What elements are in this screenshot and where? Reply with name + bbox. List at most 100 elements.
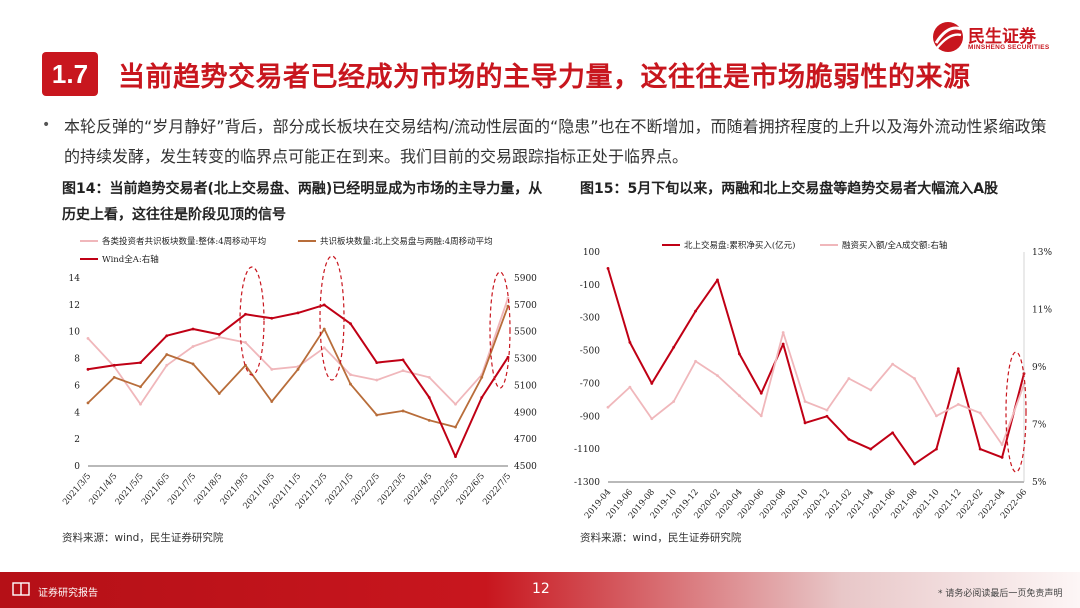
data-point <box>139 385 142 389</box>
data-point <box>349 322 352 326</box>
legend-label: Wind全A:右轴 <box>102 254 159 265</box>
y-tick-label-left: -300 <box>580 314 600 324</box>
data-point <box>650 417 654 421</box>
data-point <box>869 388 873 392</box>
y-tick-label-left: 12 <box>69 301 80 311</box>
data-point <box>694 309 697 313</box>
data-point <box>165 363 169 367</box>
series-line <box>87 303 509 458</box>
data-point <box>427 396 431 399</box>
footer-label: 证券研究报告 <box>38 588 98 599</box>
data-point <box>650 382 654 385</box>
y-tick-label-left: -1300 <box>574 478 600 488</box>
series-line <box>607 331 1025 446</box>
data-point <box>1000 443 1004 447</box>
data-point <box>978 447 982 451</box>
y-tick-label-left: -500 <box>580 347 600 357</box>
data-point <box>427 375 431 379</box>
legend-label: 北上交易盘:累积净买入(亿元) <box>684 240 796 251</box>
data-point <box>401 409 405 413</box>
y-tick-label-left: 100 <box>583 248 600 258</box>
data-point <box>401 369 405 373</box>
data-point <box>296 367 300 371</box>
data-point <box>270 400 274 403</box>
data-point <box>672 345 676 349</box>
data-point <box>825 414 829 418</box>
data-point <box>191 345 195 348</box>
section-number: 1.7 <box>51 58 89 89</box>
data-point <box>935 414 938 418</box>
data-point <box>606 267 610 270</box>
data-point <box>694 359 697 363</box>
figure-14-title: 图14：当前趋势交易者(北上交易盘、两融)已经明显成为市场的主导力量，从历史上看… <box>62 181 543 223</box>
data-point <box>737 352 741 356</box>
legend-label: 各类投资者共识板块数量:整体:4周移动平均 <box>102 236 266 247</box>
data-point <box>322 346 326 350</box>
data-point <box>480 396 484 399</box>
highlight-ellipse <box>489 271 511 389</box>
footer-bar <box>0 572 1080 608</box>
y-tick-label-right: 5300 <box>514 355 537 365</box>
data-point <box>737 394 741 398</box>
data-point <box>191 362 195 366</box>
data-point <box>427 418 431 422</box>
y-tick-label-left: -100 <box>580 281 600 291</box>
data-point <box>401 358 405 362</box>
highlight-ellipse <box>1005 351 1027 473</box>
data-point <box>628 340 632 344</box>
data-point <box>847 437 851 441</box>
data-point <box>454 455 457 458</box>
data-point <box>803 421 807 425</box>
y-tick-label-left: -1100 <box>574 445 600 455</box>
legend-label: 共识板块数量:北上交易盘与两融:4周移动平均 <box>320 236 493 247</box>
y-tick-label-right: 5700 <box>514 301 537 311</box>
data-point <box>165 334 169 338</box>
body-paragraph: 本轮反弹的“岁月静好”背后，部分成长板块在交易结构/流动性层面的“隐患”也在不断… <box>64 117 1047 166</box>
brand-logo-icon <box>933 22 963 52</box>
data-point <box>956 402 960 406</box>
data-point <box>869 447 873 451</box>
y-tick-label-left: 10 <box>69 328 81 338</box>
data-point <box>112 363 116 367</box>
data-point <box>956 367 960 371</box>
data-point <box>217 333 221 336</box>
data-point <box>217 392 221 395</box>
data-point <box>375 378 379 382</box>
data-point <box>139 402 142 406</box>
legend-label: 融资买入额/全A成交额:右轴 <box>842 240 947 251</box>
data-point <box>112 375 116 379</box>
brand-name-en: MINSHENG SECURITIES <box>968 44 1050 51</box>
data-point <box>322 327 326 331</box>
y-tick-label-right: 9% <box>1032 363 1047 373</box>
y-tick-label-left: -900 <box>580 412 600 422</box>
page-number: 12 <box>532 581 550 597</box>
y-tick-label-left: 0 <box>74 462 80 472</box>
data-point <box>716 374 719 378</box>
y-tick-label-left: 14 <box>69 274 81 284</box>
y-tick-label-left: 8 <box>74 355 80 365</box>
data-point <box>506 355 510 359</box>
data-point <box>935 447 938 451</box>
data-point <box>759 391 763 395</box>
series-line <box>607 268 1025 465</box>
data-point <box>781 331 785 334</box>
data-point <box>628 385 632 389</box>
highlight-ellipse <box>319 255 345 381</box>
data-point <box>191 327 195 331</box>
data-point <box>349 382 352 386</box>
y-tick-label-left: 4 <box>74 408 80 418</box>
data-point <box>891 431 895 435</box>
data-point <box>480 375 484 379</box>
data-point <box>506 296 510 300</box>
data-point <box>270 316 274 320</box>
data-point <box>891 362 895 366</box>
y-tick-label-left: 6 <box>74 381 80 391</box>
data-point <box>375 361 379 364</box>
data-point <box>454 402 457 406</box>
y-tick-label-right: 11% <box>1032 306 1052 316</box>
data-point <box>349 373 352 377</box>
y-tick-label-right: 5100 <box>514 381 537 391</box>
data-point <box>803 400 807 403</box>
data-point <box>244 341 247 344</box>
